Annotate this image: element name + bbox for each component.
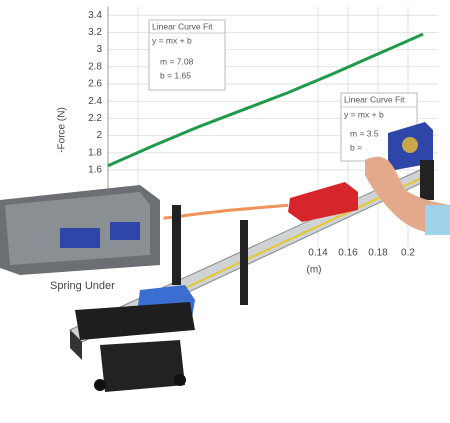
y-tick-label: 2 (96, 130, 102, 141)
series-line (163, 203, 289, 220)
annotation-b: b = 1.65 (160, 70, 191, 80)
x-tick-label: 0.18 (368, 248, 388, 259)
y-tick-label: 1.6 (88, 165, 102, 176)
stand (420, 160, 434, 200)
annotation-equation: y = mx + b (344, 109, 384, 119)
y-tick-label: 2.2 (88, 113, 102, 124)
port (60, 228, 100, 248)
annotation-title: Linear Curve Fit (344, 94, 405, 104)
foot (94, 379, 106, 391)
annotation-b: b = (350, 142, 362, 152)
annotation-equation: y = mx + b (152, 35, 192, 45)
port (110, 222, 140, 240)
annotation: Linear Curve Fit y = mx + b m = 7.08 b =… (148, 19, 226, 91)
cart (288, 182, 358, 222)
y-tick-label: 2.6 (88, 79, 102, 90)
stand (100, 340, 185, 392)
y-tick-label: 1.8 (88, 147, 102, 158)
x-tick-label: 0.2 (401, 248, 415, 259)
annotation: Linear Curve Fit y = mx + b m = 3.5 b = (340, 92, 418, 162)
y-tick-label: 2.8 (88, 61, 102, 72)
annotation-title: Linear Curve Fit (152, 21, 213, 31)
foot (174, 374, 186, 386)
annotation-m: m = 7.08 (160, 56, 194, 66)
x-tick-label: 0.14 (308, 248, 328, 259)
y-tick-label: 3 (96, 44, 102, 55)
x-tick-label: 0.16 (338, 248, 358, 259)
track-end (70, 330, 82, 360)
photo (0, 122, 450, 392)
x-axis-label: (m) (307, 265, 322, 276)
y-tick-label: 3.4 (88, 10, 102, 21)
y-tick-label: 2.4 (88, 96, 102, 107)
post (172, 205, 181, 285)
y-axis-label: -Force (N) (57, 107, 68, 153)
series-line (107, 32, 424, 168)
clamp (75, 302, 195, 340)
caption: Spring Under (50, 280, 115, 292)
y-tick-label: 3.2 (88, 27, 102, 38)
sensor-hook (402, 137, 418, 153)
annotation-m: m = 3.5 (350, 128, 379, 138)
post (240, 220, 248, 305)
sleeve (425, 205, 450, 235)
annotation-box (148, 19, 226, 91)
